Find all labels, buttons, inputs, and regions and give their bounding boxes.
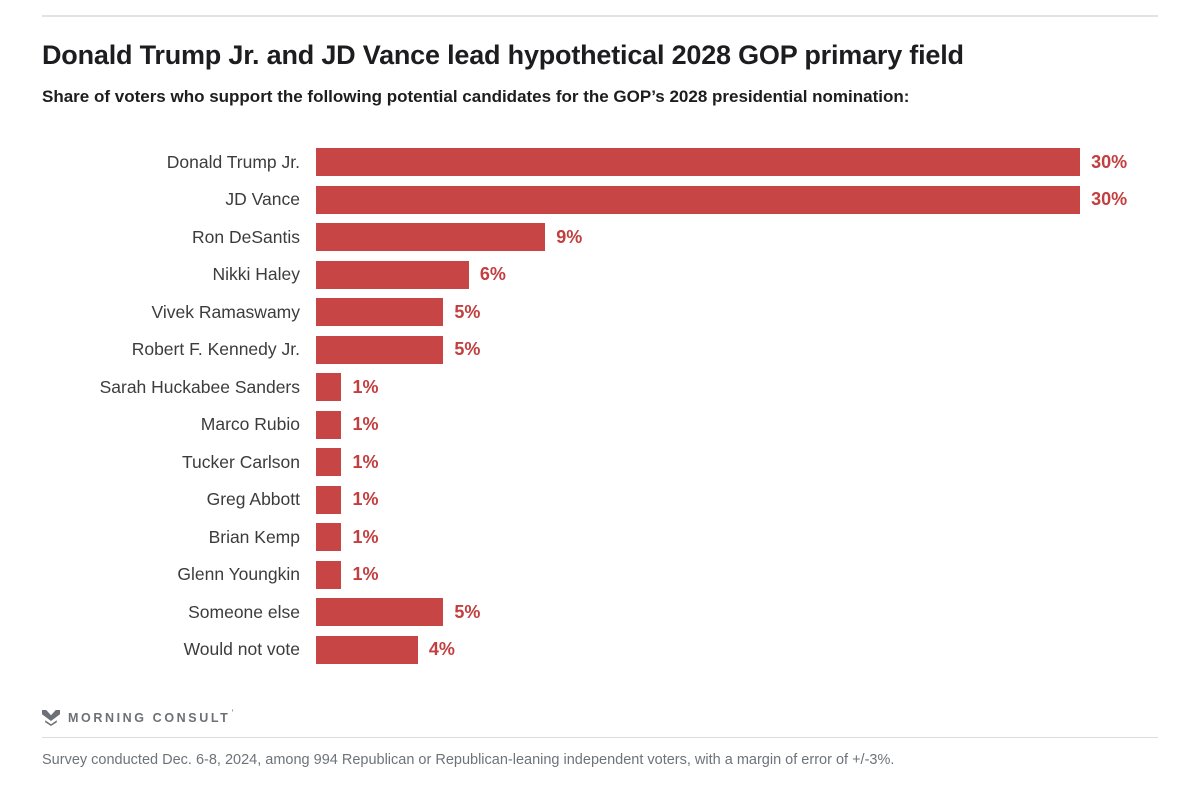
value-label: 1% [352, 489, 379, 510]
category-label: Ron DeSantis [192, 226, 300, 247]
chart-row: Brian Kemp 1% [42, 523, 1158, 552]
category-label: Robert F. Kennedy Jr. [131, 339, 300, 360]
bar [316, 448, 342, 477]
chart-row: Vivek Ramaswamy 5% [42, 298, 1158, 327]
value-label: 1% [352, 564, 379, 585]
bar [316, 148, 1081, 177]
category-label: Marco Rubio [200, 414, 300, 435]
bar [316, 410, 342, 439]
bar-chart: Donald Trump Jr. 30% JD Vance 30% Ron DeSant… [42, 148, 1158, 664]
category-label: Sarah Huckabee Sanders [99, 376, 300, 397]
chart-row: Ron DeSantis 9% [42, 223, 1158, 252]
value-label: 30% [1091, 189, 1128, 210]
value-label: 1% [352, 414, 379, 435]
value-label: 30% [1091, 151, 1128, 172]
value-label: 9% [556, 226, 583, 247]
morning-consult-m-icon [42, 709, 60, 726]
bar [316, 560, 342, 589]
logo-wordmark: MORNING CONSULT [68, 710, 231, 725]
bar [316, 223, 546, 252]
bar [316, 373, 342, 402]
value-label: 6% [479, 264, 506, 285]
chart-row: Robert F. Kennedy Jr. 5% [42, 335, 1158, 364]
chart-row: Would not vote 4% [42, 635, 1158, 664]
chart-row: Glenn Youngkin 1% [42, 560, 1158, 589]
category-label: Brian Kemp [208, 526, 300, 547]
value-label: 5% [454, 339, 481, 360]
bar [316, 485, 342, 514]
category-label: Tucker Carlson [182, 451, 300, 472]
category-label: Greg Abbott [206, 489, 300, 510]
category-label: Glenn Youngkin [177, 564, 300, 585]
chart-row: Someone else 5% [42, 598, 1158, 627]
category-label: Would not vote [183, 639, 300, 660]
category-label: Nikki Haley [212, 264, 300, 285]
bar [316, 635, 418, 664]
bar [316, 298, 444, 327]
value-label: 1% [352, 376, 379, 397]
value-label: 5% [454, 601, 481, 622]
chart-row: Sarah Huckabee Sanders 1% [42, 373, 1158, 402]
footer-divider [42, 736, 1158, 738]
value-label: 1% [352, 526, 379, 547]
category-label: Someone else [188, 601, 300, 622]
category-label: Donald Trump Jr. [166, 151, 300, 172]
morning-consult-logo: MORNING CONSULT ’ [42, 707, 1158, 726]
bar [316, 185, 1081, 214]
chart-row: JD Vance 30% [42, 185, 1158, 214]
category-label: Vivek Ramaswamy [151, 301, 300, 322]
value-label: 4% [428, 639, 455, 660]
chart-row: Greg Abbott 1% [42, 485, 1158, 514]
survey-note: Survey conducted Dec. 6-8, 2024, among 9… [42, 751, 895, 768]
bar [316, 523, 342, 552]
chart-subtitle: Share of voters who support the followin… [42, 87, 910, 107]
chart-row: Marco Rubio 1% [42, 410, 1158, 439]
bar [316, 260, 469, 289]
category-label: JD Vance [225, 189, 300, 210]
chart-row: Donald Trump Jr. 30% [42, 148, 1158, 177]
bar [316, 598, 444, 627]
trademark-mark: ’ [231, 707, 234, 718]
chart-row: Tucker Carlson 1% [42, 448, 1158, 477]
footer: MORNING CONSULT ’ Survey conducted Dec. … [42, 707, 1158, 768]
bar [316, 335, 444, 364]
chart-row: Nikki Haley 6% [42, 260, 1158, 289]
top-divider [42, 15, 1158, 17]
value-label: 5% [454, 301, 481, 322]
page-title: Donald Trump Jr. and JD Vance lead hypot… [42, 40, 964, 70]
value-label: 1% [352, 451, 379, 472]
